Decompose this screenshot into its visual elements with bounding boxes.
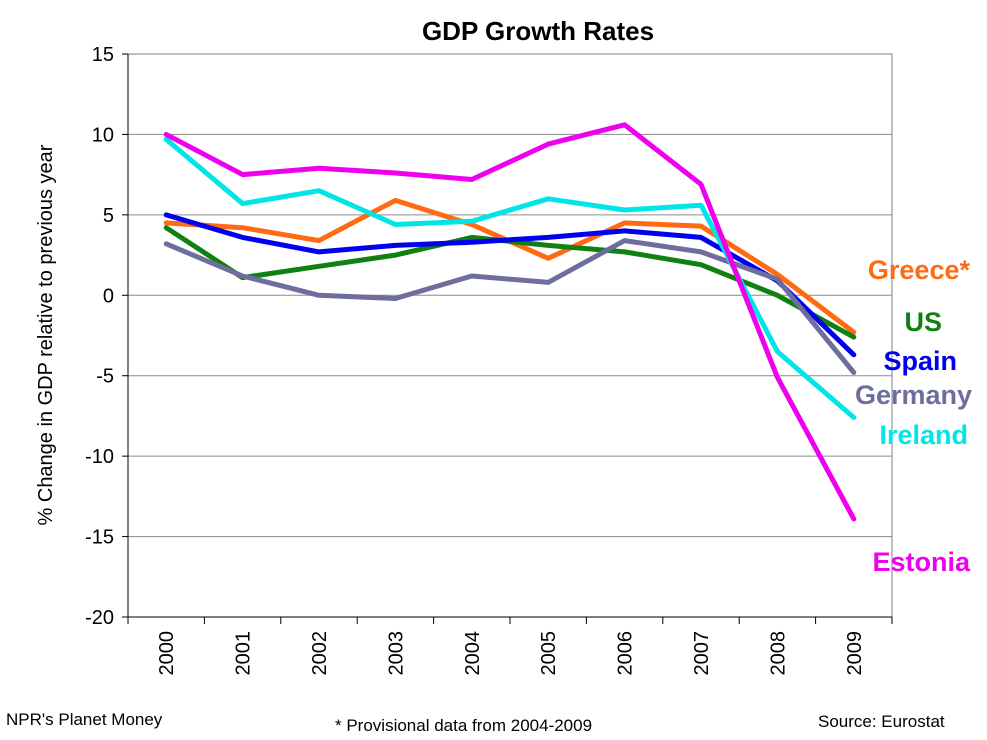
y-tick-label: -15: [85, 527, 114, 549]
x-tick-label: 2006: [615, 631, 637, 676]
x-tick-label: 2000: [156, 631, 178, 676]
series-label-germany: Germany: [855, 380, 972, 410]
y-tick-label: 10: [92, 124, 114, 146]
source-text: Source: Eurostat: [818, 712, 945, 731]
series-line-spain: [163, 212, 857, 358]
y-tick-label: 5: [103, 205, 114, 227]
credit-text: NPR's Planet Money: [6, 710, 163, 729]
series-line-germany: [163, 238, 857, 375]
x-tick-label: 2009: [844, 631, 866, 676]
y-tick-label: -20: [85, 607, 114, 629]
footnote-text: * Provisional data from 2004-2009: [335, 716, 593, 735]
series-label-estonia: Estonia: [872, 547, 971, 577]
y-tick-label: 0: [103, 285, 114, 307]
y-axis-label: % Change in GDP relative to previous yea…: [35, 144, 57, 525]
series-label-ireland: Ireland: [879, 420, 968, 450]
y-tick-label: -5: [96, 366, 114, 388]
series-label-greece: Greece*: [868, 255, 971, 285]
series-label-spain: Spain: [883, 346, 957, 376]
x-tick-label: 2004: [462, 631, 484, 676]
x-tick-label: 2002: [309, 631, 331, 676]
series-label-us: US: [904, 307, 942, 337]
x-tick-label: 2005: [538, 631, 560, 676]
chart-title: GDP Growth Rates: [422, 16, 654, 46]
x-tick-label: 2007: [691, 631, 713, 676]
x-tick-label: 2003: [385, 631, 407, 676]
y-tick-label: 15: [92, 44, 114, 66]
x-tick-label: 2008: [767, 631, 789, 676]
plot-area: [127, 53, 893, 618]
x-tick-label: 2001: [233, 631, 255, 676]
y-tick-label: -10: [85, 446, 114, 468]
series-line-estonia: [163, 122, 857, 522]
